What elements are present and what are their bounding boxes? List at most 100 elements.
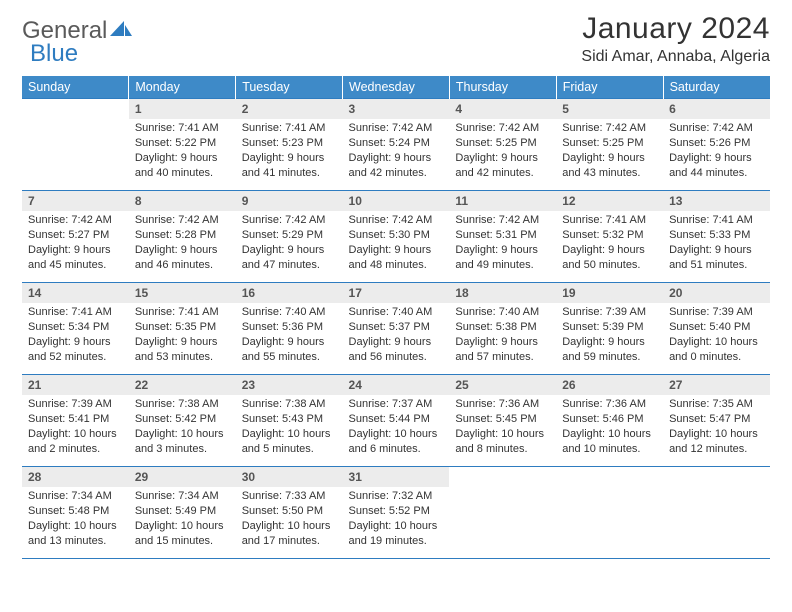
sunset-text: Sunset: 5:38 PM: [455, 320, 550, 335]
day-details: Sunrise: 7:42 AMSunset: 5:29 PMDaylight:…: [236, 211, 343, 276]
calendar-day-cell: 22Sunrise: 7:38 AMSunset: 5:42 PMDayligh…: [129, 375, 236, 467]
daylight-text: Daylight: 9 hours and 42 minutes.: [349, 151, 444, 181]
daylight-text: Daylight: 9 hours and 50 minutes.: [562, 243, 657, 273]
day-details: Sunrise: 7:39 AMSunset: 5:40 PMDaylight:…: [663, 303, 770, 368]
header: General January 2024 Sidi Amar, Annaba, …: [22, 12, 770, 66]
sunset-text: Sunset: 5:42 PM: [135, 412, 230, 427]
daylight-text: Daylight: 10 hours and 3 minutes.: [135, 427, 230, 457]
day-details: Sunrise: 7:39 AMSunset: 5:39 PMDaylight:…: [556, 303, 663, 368]
daylight-text: Daylight: 9 hours and 47 minutes.: [242, 243, 337, 273]
day-number: 11: [449, 191, 556, 211]
calendar-day-cell: 27Sunrise: 7:35 AMSunset: 5:47 PMDayligh…: [663, 375, 770, 467]
sunrise-text: Sunrise: 7:42 AM: [455, 121, 550, 136]
day-number: 8: [129, 191, 236, 211]
calendar-day-cell: 7Sunrise: 7:42 AMSunset: 5:27 PMDaylight…: [22, 191, 129, 283]
daylight-text: Daylight: 9 hours and 46 minutes.: [135, 243, 230, 273]
sunset-text: Sunset: 5:33 PM: [669, 228, 764, 243]
calendar-day-cell: 12Sunrise: 7:41 AMSunset: 5:32 PMDayligh…: [556, 191, 663, 283]
calendar-day-cell: 4Sunrise: 7:42 AMSunset: 5:25 PMDaylight…: [449, 99, 556, 191]
calendar-day-cell: [449, 467, 556, 559]
sunset-text: Sunset: 5:34 PM: [28, 320, 123, 335]
sunrise-text: Sunrise: 7:39 AM: [28, 397, 123, 412]
daylight-text: Daylight: 9 hours and 44 minutes.: [669, 151, 764, 181]
calendar-day-cell: 10Sunrise: 7:42 AMSunset: 5:30 PMDayligh…: [343, 191, 450, 283]
day-number: 20: [663, 283, 770, 303]
sunrise-text: Sunrise: 7:34 AM: [135, 489, 230, 504]
sunrise-text: Sunrise: 7:41 AM: [28, 305, 123, 320]
sunset-text: Sunset: 5:49 PM: [135, 504, 230, 519]
day-details: Sunrise: 7:36 AMSunset: 5:46 PMDaylight:…: [556, 395, 663, 460]
calendar-day-cell: 29Sunrise: 7:34 AMSunset: 5:49 PMDayligh…: [129, 467, 236, 559]
sunrise-text: Sunrise: 7:40 AM: [455, 305, 550, 320]
calendar-header-row: SundayMondayTuesdayWednesdayThursdayFrid…: [22, 76, 770, 99]
sunset-text: Sunset: 5:32 PM: [562, 228, 657, 243]
daylight-text: Daylight: 10 hours and 17 minutes.: [242, 519, 337, 549]
day-details: Sunrise: 7:37 AMSunset: 5:44 PMDaylight:…: [343, 395, 450, 460]
day-number: 31: [343, 467, 450, 487]
sunset-text: Sunset: 5:27 PM: [28, 228, 123, 243]
daylight-text: Daylight: 9 hours and 56 minutes.: [349, 335, 444, 365]
sunrise-text: Sunrise: 7:42 AM: [242, 213, 337, 228]
day-details: Sunrise: 7:40 AMSunset: 5:37 PMDaylight:…: [343, 303, 450, 368]
sunrise-text: Sunrise: 7:40 AM: [242, 305, 337, 320]
sunset-text: Sunset: 5:50 PM: [242, 504, 337, 519]
calendar-day-cell: 13Sunrise: 7:41 AMSunset: 5:33 PMDayligh…: [663, 191, 770, 283]
sunrise-text: Sunrise: 7:36 AM: [562, 397, 657, 412]
weekday-header: Monday: [129, 76, 236, 99]
calendar-day-cell: 19Sunrise: 7:39 AMSunset: 5:39 PMDayligh…: [556, 283, 663, 375]
calendar-day-cell: 31Sunrise: 7:32 AMSunset: 5:52 PMDayligh…: [343, 467, 450, 559]
day-number: 1: [129, 99, 236, 119]
calendar-day-cell: 9Sunrise: 7:42 AMSunset: 5:29 PMDaylight…: [236, 191, 343, 283]
sunset-text: Sunset: 5:43 PM: [242, 412, 337, 427]
sunrise-text: Sunrise: 7:42 AM: [135, 213, 230, 228]
calendar-day-cell: 23Sunrise: 7:38 AMSunset: 5:43 PMDayligh…: [236, 375, 343, 467]
day-number: 18: [449, 283, 556, 303]
weekday-header: Friday: [556, 76, 663, 99]
calendar-day-cell: 2Sunrise: 7:41 AMSunset: 5:23 PMDaylight…: [236, 99, 343, 191]
sunset-text: Sunset: 5:45 PM: [455, 412, 550, 427]
calendar-day-cell: 17Sunrise: 7:40 AMSunset: 5:37 PMDayligh…: [343, 283, 450, 375]
calendar-week-row: 21Sunrise: 7:39 AMSunset: 5:41 PMDayligh…: [22, 375, 770, 467]
day-number: 5: [556, 99, 663, 119]
day-details: Sunrise: 7:42 AMSunset: 5:31 PMDaylight:…: [449, 211, 556, 276]
day-details: Sunrise: 7:42 AMSunset: 5:30 PMDaylight:…: [343, 211, 450, 276]
sunset-text: Sunset: 5:35 PM: [135, 320, 230, 335]
day-details: Sunrise: 7:42 AMSunset: 5:24 PMDaylight:…: [343, 119, 450, 184]
daylight-text: Daylight: 10 hours and 19 minutes.: [349, 519, 444, 549]
sunrise-text: Sunrise: 7:42 AM: [562, 121, 657, 136]
calendar-day-cell: 21Sunrise: 7:39 AMSunset: 5:41 PMDayligh…: [22, 375, 129, 467]
sunset-text: Sunset: 5:26 PM: [669, 136, 764, 151]
day-details: Sunrise: 7:36 AMSunset: 5:45 PMDaylight:…: [449, 395, 556, 460]
calendar-week-row: 7Sunrise: 7:42 AMSunset: 5:27 PMDaylight…: [22, 191, 770, 283]
daylight-text: Daylight: 9 hours and 57 minutes.: [455, 335, 550, 365]
weekday-header: Tuesday: [236, 76, 343, 99]
sunrise-text: Sunrise: 7:38 AM: [242, 397, 337, 412]
sunset-text: Sunset: 5:47 PM: [669, 412, 764, 427]
sunset-text: Sunset: 5:28 PM: [135, 228, 230, 243]
sunset-text: Sunset: 5:48 PM: [28, 504, 123, 519]
sunrise-text: Sunrise: 7:36 AM: [455, 397, 550, 412]
daylight-text: Daylight: 10 hours and 12 minutes.: [669, 427, 764, 457]
day-details: Sunrise: 7:42 AMSunset: 5:26 PMDaylight:…: [663, 119, 770, 184]
day-number: 16: [236, 283, 343, 303]
daylight-text: Daylight: 9 hours and 59 minutes.: [562, 335, 657, 365]
daylight-text: Daylight: 9 hours and 41 minutes.: [242, 151, 337, 181]
day-details: Sunrise: 7:41 AMSunset: 5:23 PMDaylight:…: [236, 119, 343, 184]
sunset-text: Sunset: 5:36 PM: [242, 320, 337, 335]
day-number: 19: [556, 283, 663, 303]
sunrise-text: Sunrise: 7:41 AM: [669, 213, 764, 228]
sunrise-text: Sunrise: 7:42 AM: [349, 121, 444, 136]
day-number: 2: [236, 99, 343, 119]
day-details: Sunrise: 7:34 AMSunset: 5:48 PMDaylight:…: [22, 487, 129, 552]
daylight-text: Daylight: 9 hours and 51 minutes.: [669, 243, 764, 273]
calendar-week-row: 28Sunrise: 7:34 AMSunset: 5:48 PMDayligh…: [22, 467, 770, 559]
sunset-text: Sunset: 5:30 PM: [349, 228, 444, 243]
sunset-text: Sunset: 5:41 PM: [28, 412, 123, 427]
sunset-text: Sunset: 5:23 PM: [242, 136, 337, 151]
sunrise-text: Sunrise: 7:35 AM: [669, 397, 764, 412]
sunrise-text: Sunrise: 7:42 AM: [455, 213, 550, 228]
sunrise-text: Sunrise: 7:37 AM: [349, 397, 444, 412]
calendar-day-cell: 14Sunrise: 7:41 AMSunset: 5:34 PMDayligh…: [22, 283, 129, 375]
sunrise-text: Sunrise: 7:33 AM: [242, 489, 337, 504]
sunset-text: Sunset: 5:39 PM: [562, 320, 657, 335]
